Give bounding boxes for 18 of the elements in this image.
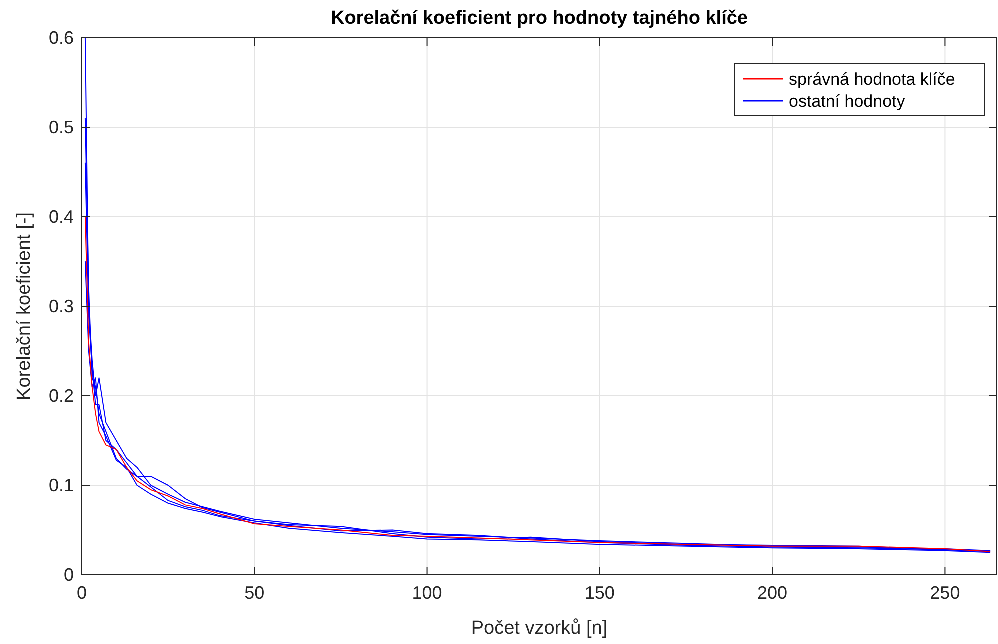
x-tick-label: 250	[930, 583, 960, 603]
x-tick-label: 100	[412, 583, 442, 603]
x-tick-label: 200	[758, 583, 788, 603]
x-axis-title: Počet vzorků [n]	[471, 618, 608, 639]
y-axis-title: Korelační koeficient [-]	[14, 212, 35, 400]
y-tick-label: 0.2	[48, 386, 74, 406]
legend-label: ostatní hodnoty	[789, 92, 906, 111]
y-tick-label: 0.4	[48, 207, 74, 227]
x-tick-label: 150	[584, 583, 615, 603]
chart-title: Korelační koeficient pro hodnoty tajného klíče	[330, 8, 748, 29]
y-tick-label: 0.1	[48, 476, 74, 496]
x-tick-label: 50	[244, 583, 265, 603]
y-tick-label: 0.5	[48, 118, 74, 138]
y-tick-label: 0.6	[48, 28, 74, 48]
legend-label: správná hodnota klíče	[789, 70, 956, 89]
y-tick-label: 0	[64, 565, 74, 585]
y-tick-label: 0.3	[48, 296, 74, 316]
x-tick-label: 0	[76, 583, 88, 603]
